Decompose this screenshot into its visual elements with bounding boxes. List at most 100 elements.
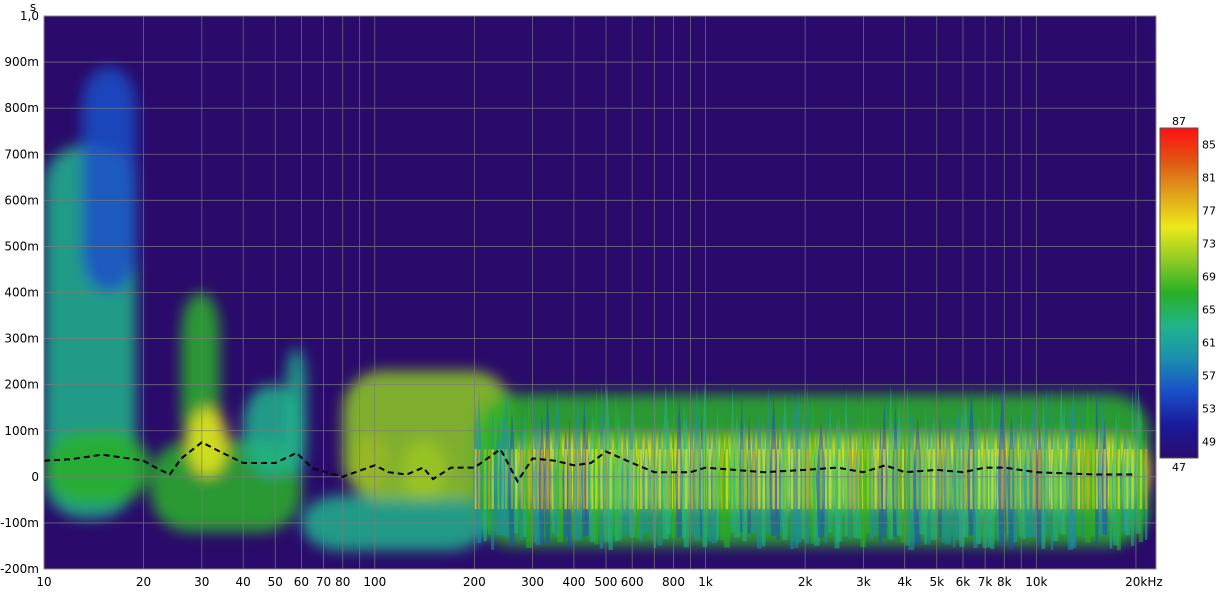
x-tick-label: 800 xyxy=(662,575,685,589)
heatmap-region xyxy=(81,66,137,293)
decay-core xyxy=(540,449,544,510)
decay-core xyxy=(520,449,524,510)
decay-core xyxy=(474,449,477,510)
y-tick-label: 700m xyxy=(4,147,39,161)
decay-core xyxy=(568,449,571,510)
decay-core xyxy=(767,449,770,510)
y-tick-label: 900m xyxy=(4,55,39,69)
decay-core xyxy=(916,449,919,510)
colorbar-tick-label: 73 xyxy=(1202,238,1216,251)
decay-core xyxy=(1032,449,1036,510)
heatmap-region xyxy=(286,347,307,477)
decay-core xyxy=(1060,449,1063,510)
decay-core xyxy=(758,449,761,510)
x-tick-label: 200 xyxy=(463,575,486,589)
plot-frame xyxy=(43,15,1157,570)
decay-core xyxy=(946,449,950,510)
decay-core xyxy=(844,449,848,510)
x-tick-label: 10 xyxy=(36,575,51,589)
x-tick-label: 40 xyxy=(236,575,251,589)
decay-core xyxy=(762,449,765,510)
colorbar-tick-label: 53 xyxy=(1202,403,1216,416)
y-tick-label: -200m xyxy=(0,562,39,576)
colorbar-tick-label: 69 xyxy=(1202,271,1216,284)
decay-core xyxy=(1086,449,1090,510)
decay-core xyxy=(1131,449,1134,510)
x-tick-label: 10k xyxy=(1025,575,1047,589)
decay-core xyxy=(883,449,886,510)
decay-core xyxy=(600,449,603,510)
decay-core xyxy=(477,449,481,510)
decay-core xyxy=(910,449,913,510)
colorbar-ticks: 87 85 81 77 73 69 65 61 57 53 49 47 xyxy=(1172,115,1216,474)
decay-core xyxy=(1126,449,1129,510)
decay-core xyxy=(964,449,967,510)
decay-core xyxy=(806,449,809,510)
peak-time-trace xyxy=(44,441,1136,484)
x-tick-label: 600 xyxy=(621,575,644,589)
decay-core xyxy=(991,449,994,510)
x-tick-label: 8k xyxy=(997,575,1012,589)
decay-core xyxy=(690,449,694,510)
y-unit-label: s xyxy=(30,0,36,14)
decay-core xyxy=(866,449,870,510)
decay-core xyxy=(1077,449,1081,510)
colorbar-tick-label: 77 xyxy=(1202,205,1216,218)
decay-core xyxy=(483,449,487,510)
decay-core xyxy=(1081,449,1084,510)
decay-core xyxy=(772,449,775,510)
decay-core xyxy=(708,449,711,510)
decay-core xyxy=(677,449,681,510)
decay-core xyxy=(713,449,716,510)
decay-core xyxy=(1109,449,1113,510)
decay-core xyxy=(695,449,699,510)
decay-core xyxy=(564,449,567,510)
decay-core xyxy=(536,449,540,510)
decay-core xyxy=(595,449,598,510)
colorbar-tick-label: 65 xyxy=(1202,304,1216,317)
decay-core xyxy=(546,449,549,510)
x-tick-label: 6k xyxy=(956,575,971,589)
decay-core xyxy=(488,449,491,510)
colorbar-tick-label: 47 xyxy=(1172,461,1186,474)
decay-core xyxy=(802,449,805,510)
decay-core xyxy=(838,449,841,510)
colorbar-tick-label: 57 xyxy=(1202,370,1216,383)
decay-core xyxy=(1139,449,1143,510)
decay-core xyxy=(920,449,924,510)
x-axis-ticks: 10 20 30 40 50 60 70 80 100 200 300 400 500 600 800 1k 2… xyxy=(36,575,1162,589)
y-tick-label: 600m xyxy=(4,193,39,207)
decay-core xyxy=(1117,449,1120,510)
decay-core xyxy=(752,449,755,510)
decay-core xyxy=(901,449,905,510)
decay-core xyxy=(1054,449,1057,510)
y-axis-ticks: 1,0 900m 800m 700m 600m 500m 400m 300m 200m 100m 0… xyxy=(0,9,39,576)
y-tick-label: 300m xyxy=(4,332,39,346)
x-tick-label: 7k xyxy=(978,575,993,589)
decay-core xyxy=(504,449,508,510)
y-tick-label: 400m xyxy=(4,286,39,300)
decay-core xyxy=(776,449,780,510)
decay-core xyxy=(658,449,662,510)
y-tick-label: -100m xyxy=(0,516,39,530)
decay-core xyxy=(510,449,514,510)
y-tick-label: 1,0 xyxy=(20,9,39,23)
decay-core xyxy=(735,449,739,510)
y-tick-label: 200m xyxy=(4,378,39,392)
decay-core xyxy=(685,449,688,510)
x-tick-label: 500 xyxy=(595,575,618,589)
decay-core xyxy=(1144,449,1148,510)
y-tick-label: 800m xyxy=(4,101,39,115)
colorbar-tick-label: 49 xyxy=(1202,436,1216,449)
colorbar-tick-label: 61 xyxy=(1202,337,1216,350)
x-tick-label: 300 xyxy=(521,575,544,589)
decay-core xyxy=(924,449,928,510)
decay-core xyxy=(848,449,852,510)
decay-core xyxy=(874,449,877,510)
decay-core xyxy=(585,449,589,510)
x-tick-label: 5k xyxy=(929,575,944,589)
y-tick-label: 0 xyxy=(31,470,39,484)
x-tick-label: 30 xyxy=(194,575,209,589)
decay-core xyxy=(790,449,794,510)
